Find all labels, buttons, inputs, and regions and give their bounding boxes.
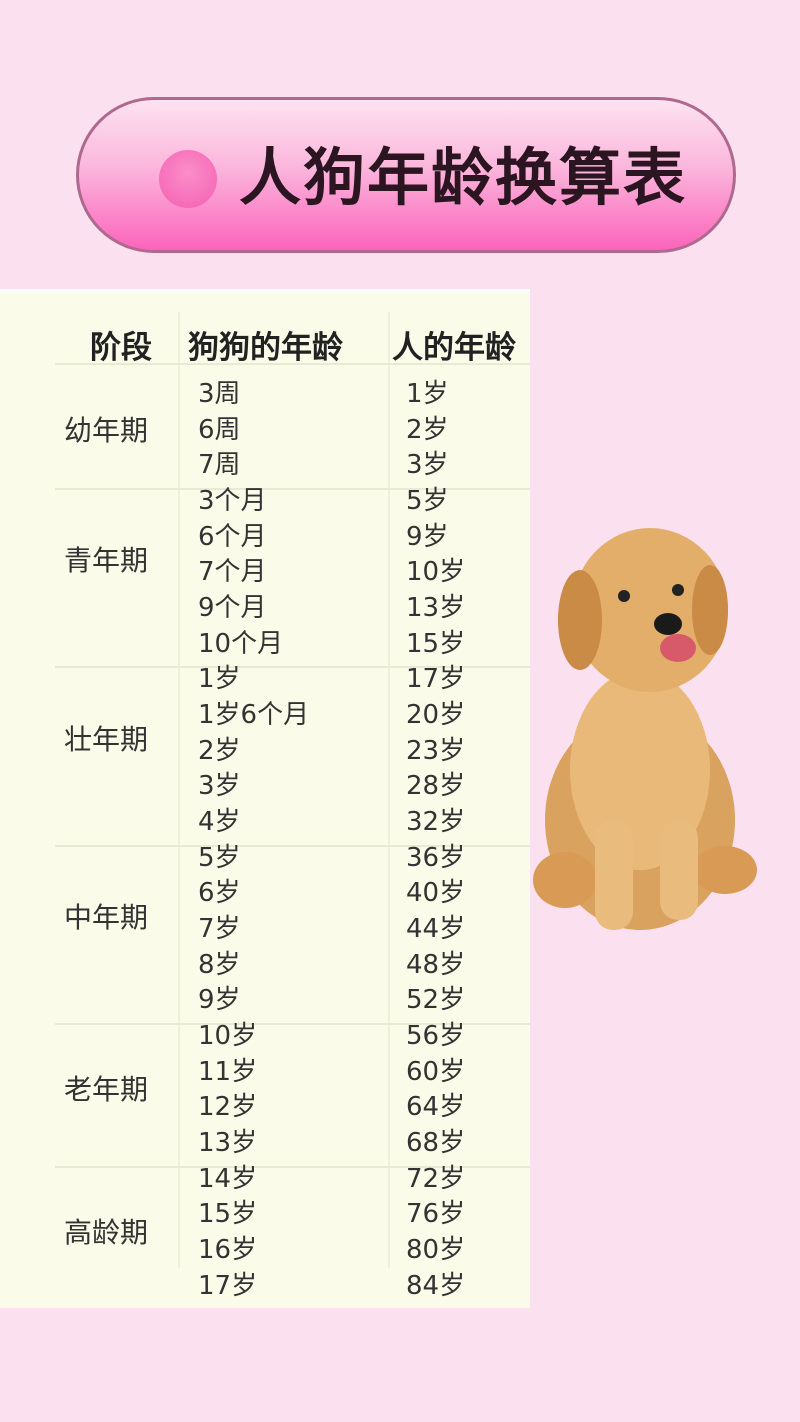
human-age-cell: 17岁 xyxy=(406,664,466,695)
human-age-cell: 56岁 xyxy=(406,1021,466,1052)
column-divider xyxy=(178,312,180,1268)
human-age-cell: 80岁 xyxy=(406,1235,466,1266)
human-age-cell: 72岁 xyxy=(406,1163,466,1194)
human-age-cell: 36岁 xyxy=(406,842,466,873)
group-divider xyxy=(55,666,530,669)
dog-age-cell: 5岁 xyxy=(198,842,241,873)
dog-age-cell: 1岁 xyxy=(198,664,241,695)
human-age-cell: 76岁 xyxy=(406,1199,466,1230)
human-age-cell: 5岁 xyxy=(406,486,449,516)
human-age-cell: 3岁 xyxy=(406,450,449,481)
human-age-cell: 52岁 xyxy=(406,985,466,1016)
golden-retriever-puppy-image xyxy=(533,528,757,930)
human-age-cell: 68岁 xyxy=(406,1128,466,1159)
group-divider xyxy=(55,1165,530,1168)
human-age-cell: 64岁 xyxy=(406,1092,466,1123)
human-age-cell: 20岁 xyxy=(406,700,466,731)
human-age-cell: 28岁 xyxy=(406,771,466,802)
dog-age-cell: 8岁 xyxy=(198,949,241,980)
column-divider xyxy=(388,312,390,1268)
age-conversion-table: 阶段 狗狗的年龄 人的年龄 幼年期 3周 1岁 6周 2岁 7周 3岁 青年期 3个月 5岁 6个月… xyxy=(0,289,530,1308)
stage-label: 高龄期 xyxy=(64,1216,149,1250)
dog-age-cell: 13岁 xyxy=(198,1128,258,1159)
dog-age-cell: 6岁 xyxy=(198,878,241,909)
dog-age-cell: 7岁 xyxy=(198,914,241,945)
dog-age-cell: 17岁 xyxy=(198,1270,258,1301)
human-age-cell: 40岁 xyxy=(406,878,466,909)
dog-age-cell: 3岁 xyxy=(198,771,241,802)
dog-age-cell: 16岁 xyxy=(198,1235,258,1266)
header-divider xyxy=(55,363,530,365)
human-age-cell: 10岁 xyxy=(406,557,466,588)
human-age-cell: 15岁 xyxy=(406,628,466,659)
header-stage: 阶段 xyxy=(90,330,152,366)
dog-age-cell: 12岁 xyxy=(198,1092,258,1123)
page-title: 人狗年龄换算表 xyxy=(239,141,688,214)
header-human-age: 人的年龄 xyxy=(392,330,516,366)
dog-age-cell: 1岁6个月 xyxy=(198,700,310,731)
group-divider xyxy=(55,844,530,847)
stage-label: 中年期 xyxy=(64,900,149,934)
header-dog-age: 狗狗的年龄 xyxy=(188,330,343,366)
human-age-cell: 13岁 xyxy=(406,593,466,624)
dog-age-cell: 3周 xyxy=(198,379,241,409)
circle-bullet-icon xyxy=(159,150,217,208)
human-age-cell: 84岁 xyxy=(406,1270,466,1301)
dog-age-cell: 10个月 xyxy=(198,628,284,659)
stage-label: 青年期 xyxy=(64,544,149,578)
human-age-cell: 48岁 xyxy=(406,949,466,980)
dog-age-cell: 7周 xyxy=(198,450,241,481)
dog-age-cell: 7个月 xyxy=(198,557,267,588)
dog-age-cell: 3个月 xyxy=(198,486,267,516)
stage-label: 幼年期 xyxy=(64,413,149,447)
dog-age-cell: 9个月 xyxy=(198,593,267,624)
human-age-cell: 44岁 xyxy=(406,914,466,945)
human-age-cell: 2岁 xyxy=(406,414,449,445)
human-age-cell: 32岁 xyxy=(406,807,466,838)
dog-age-cell: 11岁 xyxy=(198,1056,258,1087)
title-banner: 人狗年龄换算表 xyxy=(76,97,736,253)
dog-age-cell: 10岁 xyxy=(198,1021,258,1052)
dog-age-cell: 6周 xyxy=(198,414,241,445)
dog-age-cell: 14岁 xyxy=(198,1163,258,1194)
dog-age-cell: 4岁 xyxy=(198,807,241,838)
group-divider xyxy=(55,1023,530,1026)
stage-label: 老年期 xyxy=(64,1073,149,1107)
human-age-cell: 9岁 xyxy=(406,521,449,552)
human-age-cell: 23岁 xyxy=(406,735,466,766)
group-divider xyxy=(55,488,530,490)
dog-age-cell: 9岁 xyxy=(198,985,241,1016)
dog-age-cell: 6个月 xyxy=(198,521,267,552)
dog-age-cell: 2岁 xyxy=(198,735,241,766)
dog-age-cell: 15岁 xyxy=(198,1199,258,1230)
human-age-cell: 60岁 xyxy=(406,1056,466,1087)
human-age-cell: 1岁 xyxy=(406,379,449,409)
stage-label: 壮年期 xyxy=(64,722,149,756)
